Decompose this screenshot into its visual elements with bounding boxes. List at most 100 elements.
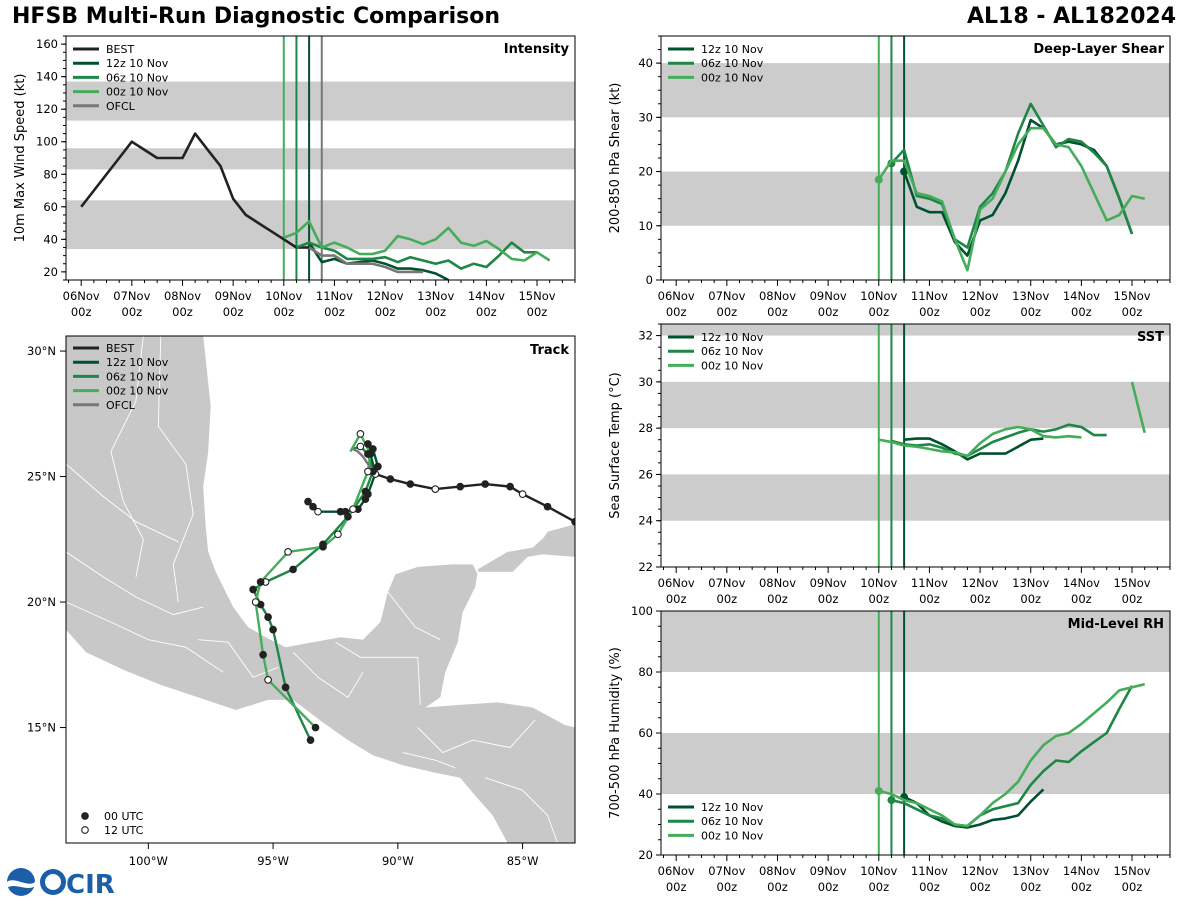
track-marker-legend-label: 00 UTC [104,810,144,823]
track-y-tick-label: 30°N [27,344,56,358]
track-point-12utc [518,490,527,498]
track-point-00utc [309,502,317,511]
track-legend-label: OFCL [106,399,136,412]
shear-x-tick-label-hour: 00z [717,305,738,319]
sst-x-tick-label-hour: 00z [767,592,788,606]
rh-series-line [891,685,1134,828]
track-point-00utc [269,625,277,634]
track-point-00utc [281,683,290,692]
track-point-12utc [334,530,342,539]
noaa-logo-icon: CIRA [7,868,135,900]
track-point-12utc [349,505,357,514]
shear-chart-group: 0 10 20 30 40 06Nov 00z 07Nov 00z 08Nov 00z 09Nov 00… [608,35,1171,319]
sst-threshold-band [661,474,1170,521]
sst-x-tick-label-date: 06Nov [658,576,695,590]
track-y-tick-label: 20°N [27,595,56,609]
track-point-12utc [364,467,372,476]
sst-y-tick-label: 26 [638,467,653,481]
shear-x-tick-label-date: 09Nov [810,289,847,303]
shear-threshold-band [661,63,1170,118]
track-point-00utc [289,565,297,574]
sst-x-tick-label-hour: 00z [1071,592,1092,606]
state-border [387,591,441,641]
rh-x-tick-label-date: 13Nov [1012,864,1049,878]
track-point-00utc [406,480,415,488]
intensity-y-axis-label: 10m Max Wind Speed (kt) [13,74,28,243]
intensity-y-tick-label: 160 [36,37,58,51]
track-marker-legend-label: 12 UTC [104,824,144,837]
track-point-00utc [571,517,575,526]
rh-x-tick-label-date: 15Nov [1113,864,1150,878]
shear-y-tick-label: 10 [638,219,653,233]
rh-x-tick-label-hour: 00z [1122,880,1143,894]
sst-legend-label: 12z 10 Nov [701,331,764,344]
intensity-chart-group: 20 40 60 80 100 120 140 160 06Nov 00z 07Nov 00z 08No… [13,35,576,319]
sst-chart-group: 22 24 26 28 30 32 06Nov 00z 07Nov 00z 08Nov 00z 09No… [608,323,1171,606]
intensity-plot-area [66,36,575,280]
intensity-y-tick-label: 80 [43,167,58,181]
rh-y-axis-label: 700-500 hPa Humidity (%) [608,647,623,819]
intensity-x-tick-label-hour: 00z [71,305,92,319]
state-border [417,719,536,754]
shear-x-tick-label-date: 08Nov [759,289,796,303]
sst-x-tick-label-hour: 00z [970,592,991,606]
rh-series-line [878,682,1146,828]
sst-x-tick-label-hour: 00z [1020,592,1041,606]
intensity-x-tick-label-date: 13Nov [417,289,454,303]
rh-x-tick-label-date: 09Nov [810,864,847,878]
sst-x-tick-label-hour: 00z [868,592,889,606]
track-point-00utc [364,440,372,448]
intensity-series-line [308,241,449,280]
sst-y-tick-label: 28 [638,421,653,435]
shear-y-axis-label: 200-850 hPa Shear (kt) [608,83,623,234]
state-border [66,463,179,543]
shear-legend-label: 06z 10 Nov [701,57,764,70]
sst-legend-label: 06z 10 Nov [701,345,764,358]
rh-x-tick-label-date: 14Nov [1063,864,1100,878]
track-point-00utc [506,482,514,491]
sst-x-tick-label-date: 12Nov [962,576,999,590]
sst-y-tick-label: 32 [638,329,653,343]
intensity-series-line [308,246,424,274]
intensity-x-tick-label-date: 10Nov [265,289,302,303]
track-y-tick-label: 15°N [27,721,56,735]
shear-y-tick-label: 0 [646,273,653,287]
track-legend-label: 06z 10 Nov [106,370,169,383]
track-point-00utc [306,736,315,744]
shear-x-tick-label-hour: 00z [868,305,889,319]
shear-series-line [890,102,1134,249]
track-point-12utc [356,442,365,451]
intensity-threshold-band [66,200,575,250]
sst-x-tick-label-date: 07Nov [708,576,745,590]
shear-x-tick-label-date: 10Nov [860,289,897,303]
legend-marker-12utc [81,826,89,834]
intensity-y-tick-label: 40 [43,232,58,246]
state-border [66,551,204,616]
state-border [292,651,364,699]
track-legend-label: BEST [106,342,134,355]
cuba-land [525,524,575,555]
intensity-x-tick-label-hour: 00z [172,305,193,319]
rh-legend-label: 06z 10 Nov [701,815,764,828]
shear-x-tick-label-date: 12Nov [962,289,999,303]
track-point-12utc [356,430,365,438]
track-line [375,472,575,523]
rh-x-tick-label-date: 08Nov [759,864,796,878]
rh-x-tick-label-hour: 00z [666,880,687,894]
rh-series-start-point [887,796,896,805]
rh-plot-area [661,611,1170,855]
sst-x-tick-label-date: 13Nov [1012,576,1049,590]
rh-x-tick-label-date: 07Nov [708,864,745,878]
rh-x-tick-label-hour: 00z [970,880,991,894]
intensity-x-tick-label-date: 11Nov [316,289,353,303]
shear-x-tick-label-date: 14Nov [1063,289,1100,303]
shear-x-tick-label-hour: 00z [1020,305,1041,319]
intensity-x-tick-label-date: 06Nov [63,289,100,303]
track-point-00utc [366,450,375,458]
intensity-x-tick-label-hour: 00z [476,305,497,319]
sst-x-tick-label-hour: 00z [919,592,940,606]
track-point-00utc [319,542,327,551]
track-point-12utc [431,485,440,493]
rh-y-tick-label: 20 [638,848,653,862]
shear-legend-label: 00z 10 Nov [701,71,764,84]
